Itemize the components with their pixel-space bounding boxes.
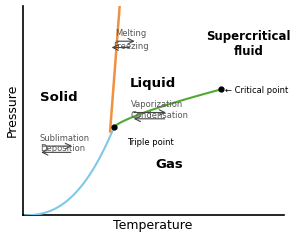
Text: Melting: Melting bbox=[115, 29, 147, 38]
Text: Sublimation: Sublimation bbox=[40, 134, 90, 143]
Text: Supercritical
fluid: Supercritical fluid bbox=[206, 30, 291, 58]
Text: Vaporization: Vaporization bbox=[131, 100, 183, 109]
X-axis label: Temperature: Temperature bbox=[113, 219, 193, 233]
Text: ← Critical point: ← Critical point bbox=[225, 86, 288, 95]
Text: Condensation: Condensation bbox=[131, 111, 189, 120]
Text: Solid: Solid bbox=[40, 91, 78, 104]
Text: Triple point: Triple point bbox=[127, 138, 174, 147]
Text: Gas: Gas bbox=[155, 159, 183, 171]
Y-axis label: Pressure: Pressure bbox=[6, 84, 19, 137]
Text: Deposition: Deposition bbox=[40, 144, 85, 154]
Text: Freezing: Freezing bbox=[113, 42, 148, 51]
Text: Liquid: Liquid bbox=[130, 77, 176, 90]
